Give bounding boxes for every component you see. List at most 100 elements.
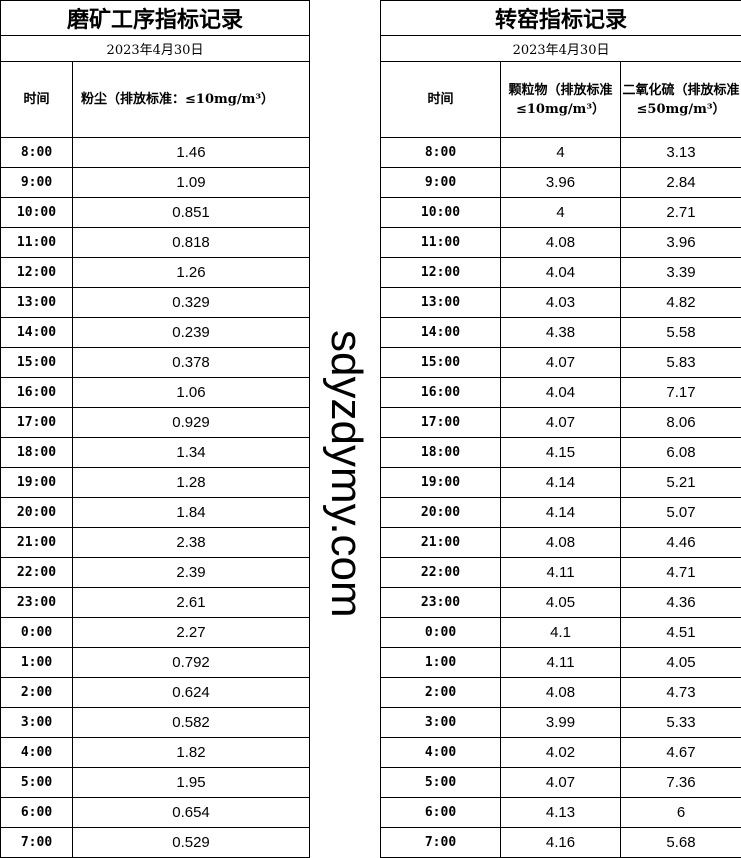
table-row: 22:00 4.11 4.71: [380, 557, 741, 588]
time-cell: 4:00: [0, 737, 73, 768]
table-row: 11:00 0.818: [0, 227, 311, 258]
value-cell: 0.929: [71, 407, 311, 438]
value-cell: 5.21: [619, 467, 741, 498]
table-row: 11:00 4.08 3.96: [380, 227, 741, 258]
kiln-record-table: 转窑指标记录 2023年4月30日 时间 颗粒物（排放标准≤10mg/m³） 二氧化…: [379, 0, 741, 858]
right-title: 转窑指标记录: [379, 0, 741, 36]
time-cell: 12:00: [380, 257, 501, 288]
table-row: 8:00 1.46: [0, 137, 311, 168]
value-cell: 0.818: [71, 227, 311, 258]
value-cell: 4.82: [619, 287, 741, 318]
value-cell: 4.36: [619, 587, 741, 618]
value-cell: 4.07: [500, 347, 621, 378]
table-row: 17:00 4.07 8.06: [380, 407, 741, 438]
value-cell: 0.529: [71, 827, 311, 858]
time-cell: 18:00: [380, 437, 501, 468]
time-cell: 10:00: [0, 197, 73, 228]
table-row: 4:00 1.82: [0, 737, 311, 768]
value-cell: 7.17: [619, 377, 741, 408]
value-cell: 1.06: [71, 377, 311, 408]
value-cell: 4.08: [500, 527, 621, 558]
time-cell: 2:00: [0, 677, 73, 708]
value-cell: 3.99: [500, 707, 621, 738]
value-cell: 2.84: [619, 167, 741, 198]
time-cell: 8:00: [380, 137, 501, 168]
value-cell: 5.58: [619, 317, 741, 348]
value-cell: 4: [500, 197, 621, 228]
time-cell: 21:00: [0, 527, 73, 558]
time-cell: 17:00: [0, 407, 73, 438]
table-row: 8:00 4 3.13: [380, 137, 741, 168]
time-cell: 5:00: [380, 767, 501, 798]
table-row: 9:00 1.09: [0, 167, 311, 198]
value-cell: 4.07: [500, 767, 621, 798]
time-cell: 16:00: [0, 377, 73, 408]
time-cell: 1:00: [380, 647, 501, 678]
table-row: 23:00 4.05 4.36: [380, 587, 741, 618]
time-cell: 6:00: [380, 797, 501, 828]
table-row: 14:00 4.38 5.58: [380, 317, 741, 348]
right-date: 2023年4月30日: [379, 35, 741, 62]
time-cell: 14:00: [380, 317, 501, 348]
value-cell: 4.07: [500, 407, 621, 438]
time-cell: 16:00: [380, 377, 501, 408]
value-cell: 5.33: [619, 707, 741, 738]
time-cell: 4:00: [380, 737, 501, 768]
value-cell: 4.05: [619, 647, 741, 678]
table-row: 12:00 4.04 3.39: [380, 257, 741, 288]
value-cell: 0.851: [71, 197, 311, 228]
value-cell: 4.14: [500, 497, 621, 528]
value-cell: 2.39: [71, 557, 311, 588]
time-cell: 14:00: [0, 317, 73, 348]
value-cell: 4.03: [500, 287, 621, 318]
table-row: 20:00 1.84: [0, 497, 311, 528]
value-cell: 4.1: [500, 617, 621, 648]
value-cell: 6.08: [619, 437, 741, 468]
table-row: 0:00 2.27: [0, 617, 311, 648]
value-cell: 4.08: [500, 227, 621, 258]
left-header-time: 时间: [0, 61, 73, 138]
right-header-time: 时间: [380, 61, 501, 138]
table-row: 5:00 1.95: [0, 767, 311, 798]
value-cell: 4.04: [500, 257, 621, 288]
table-row: 18:00 1.34: [0, 437, 311, 468]
value-cell: 2.27: [71, 617, 311, 648]
watermark: sdyzdymy.com: [322, 330, 371, 618]
value-cell: 4.15: [500, 437, 621, 468]
value-cell: 0.582: [71, 707, 311, 738]
table-row: 14:00 0.239: [0, 317, 311, 348]
table-row: 19:00 1.28: [0, 467, 311, 498]
value-cell: 1.09: [71, 167, 311, 198]
value-cell: 4.71: [619, 557, 741, 588]
value-cell: 8.06: [619, 407, 741, 438]
time-cell: 0:00: [0, 617, 73, 648]
value-cell: 4.67: [619, 737, 741, 768]
table-row: 2:00 0.624: [0, 677, 311, 708]
table-row: 23:00 2.61: [0, 587, 311, 618]
time-cell: 3:00: [0, 707, 73, 738]
value-cell: 3.96: [619, 227, 741, 258]
value-cell: 4.11: [500, 557, 621, 588]
time-cell: 19:00: [380, 467, 501, 498]
table-row: 3:00 0.582: [0, 707, 311, 738]
value-cell: 2.71: [619, 197, 741, 228]
table-row: 4:00 4.02 4.67: [380, 737, 741, 768]
table-row: 21:00 2.38: [0, 527, 311, 558]
table-row: 16:00 4.04 7.17: [380, 377, 741, 408]
value-cell: 4.11: [500, 647, 621, 678]
table-row: 3:00 3.99 5.33: [380, 707, 741, 738]
time-cell: 7:00: [0, 827, 73, 858]
value-cell: 4.16: [500, 827, 621, 858]
value-cell: 4.51: [619, 617, 741, 648]
table-row: 19:00 4.14 5.21: [380, 467, 741, 498]
value-cell: 0.378: [71, 347, 311, 378]
value-cell: 4.46: [619, 527, 741, 558]
value-cell: 1.95: [71, 767, 311, 798]
table-row: 16:00 1.06: [0, 377, 311, 408]
time-cell: 11:00: [0, 227, 73, 258]
left-header-dust: 粉尘（排放标准：≤10mg/m³）: [71, 61, 311, 138]
left-title: 磨矿工序指标记录: [0, 0, 311, 36]
value-cell: 5.07: [619, 497, 741, 528]
value-cell: 1.82: [71, 737, 311, 768]
value-cell: 5.68: [619, 827, 741, 858]
